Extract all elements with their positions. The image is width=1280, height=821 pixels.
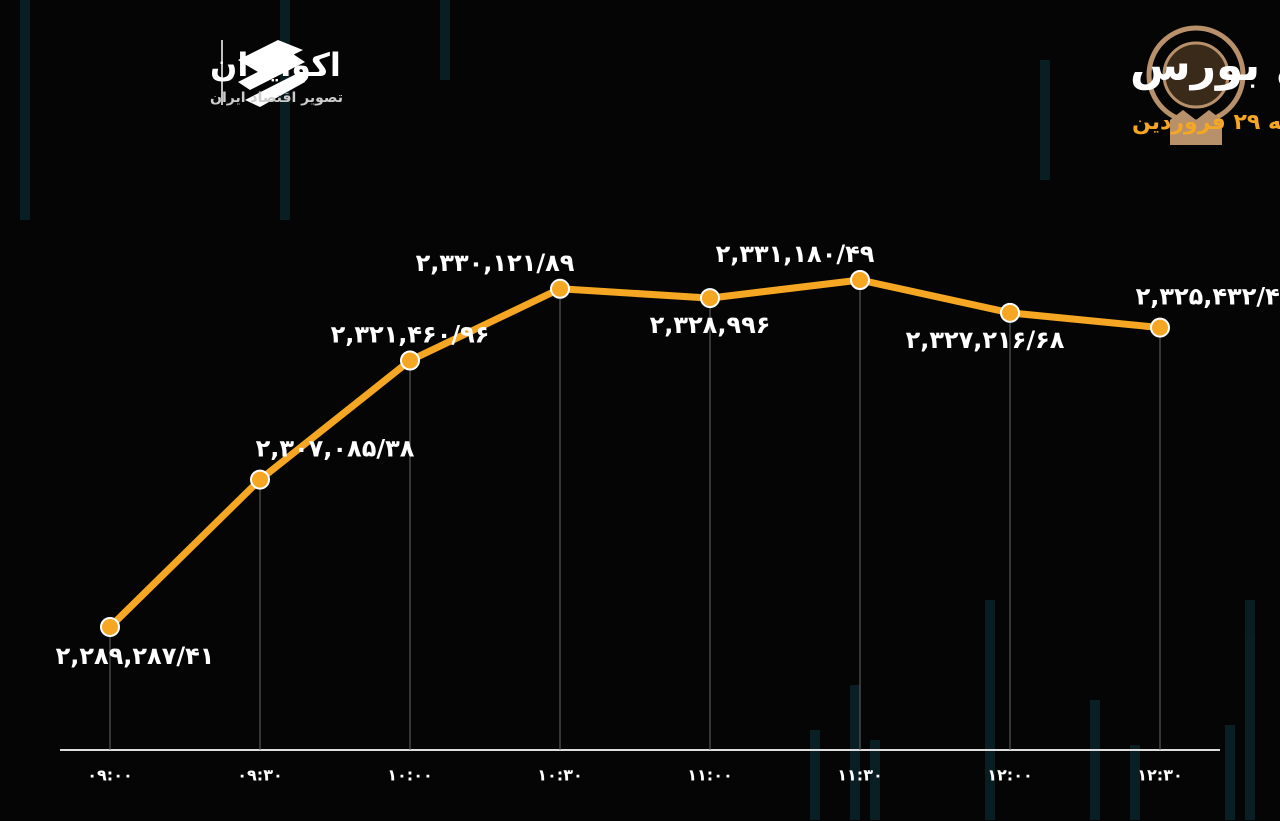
value-label: ۲,۲۸۹,۲۸۷/۴۱: [56, 642, 215, 670]
x-tick-label: ۰۹:۰۰: [87, 766, 132, 785]
value-label: ۲,۳۲۵,۴۳۲/۴۵: [1136, 283, 1280, 311]
data-line: [107, 276, 1161, 630]
x-tick-label: ۱۲:۰۰: [987, 766, 1032, 785]
value-label: ۲,۳۳۰,۱۲۱/۸۹: [416, 249, 575, 277]
chart-title: روند شاخص کل بورس: [1130, 40, 1280, 91]
brand-tagline: تصویر اقتصاد ایران: [210, 90, 343, 106]
x-tick-label: ۱۱:۰۰: [687, 766, 732, 785]
data-point: [700, 288, 720, 309]
value-label: ۲,۳۲۱,۴۶۰/۹۶: [331, 321, 490, 349]
data-point: [100, 617, 120, 637]
brand-name: اکوایران: [210, 46, 341, 84]
value-label: ۲,۳۲۷,۲۱۶/۶۸: [906, 326, 1065, 354]
data-point: [850, 270, 870, 290]
brand-logo: [221, 25, 1246, 145]
decor-bars: [20, 0, 1255, 820]
value-label: ۲,۳۳۱,۱۸۰/۴۹: [716, 240, 875, 268]
x-tick-label: ۱۰:۰۰: [387, 766, 432, 785]
x-tick-label: ۱۲:۳۰: [1137, 766, 1182, 785]
value-label: ۲,۳۲۸,۹۹۶: [650, 311, 771, 339]
value-label: ۲,۳۰۷,۰۸۵/۳۸: [256, 435, 415, 463]
chart-subtitle: سه‌شنبه ۲۹ فروردین: [1132, 110, 1280, 135]
data-point: [1000, 302, 1020, 323]
data-point: [1150, 317, 1170, 338]
x-tick-label: ۱۱:۳۰: [837, 766, 882, 785]
x-tick-label: ۱۰:۳۰: [537, 766, 582, 785]
data-point: [550, 278, 570, 299]
data-point: [250, 469, 270, 490]
data-point: [400, 350, 420, 371]
x-tick-label: ۰۹:۳۰: [237, 766, 282, 785]
